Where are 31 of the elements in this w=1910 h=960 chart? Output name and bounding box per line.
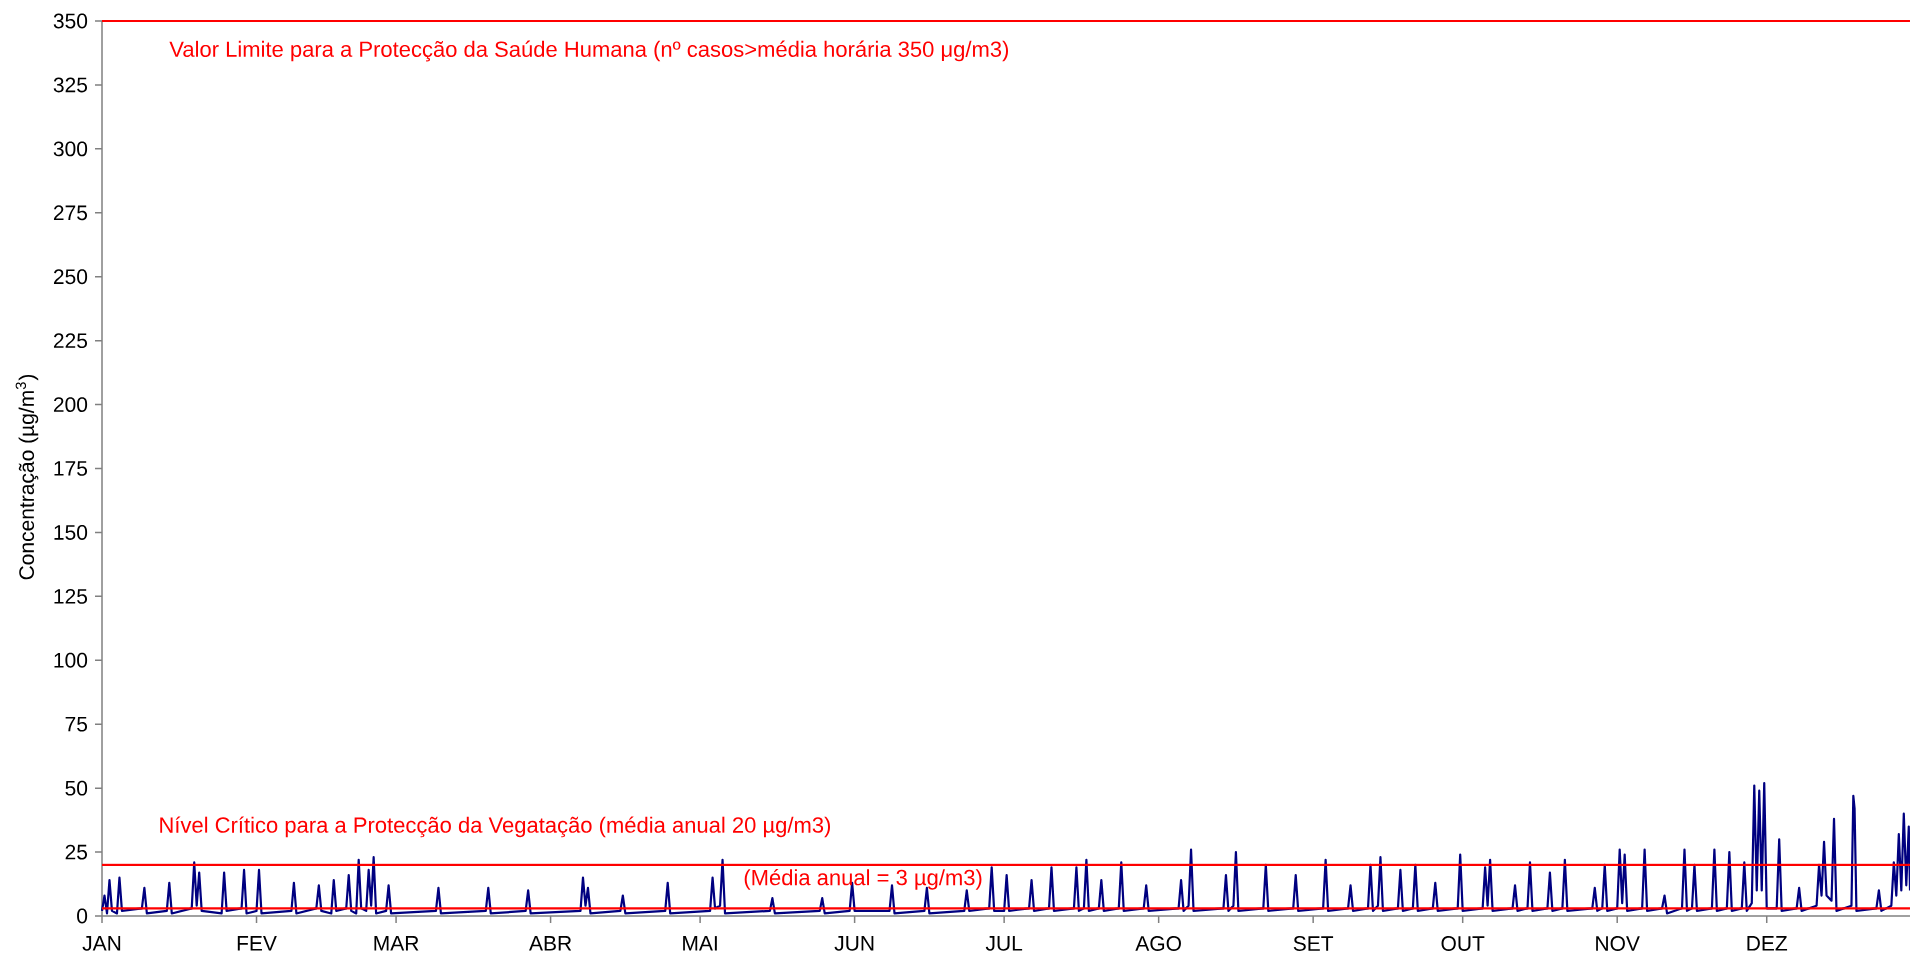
x-tick-label: OUT: [1441, 936, 1485, 951]
y-tick-label: 300: [53, 141, 88, 157]
y-tick-label: 100: [54, 652, 88, 668]
y-tick-label: 350: [53, 13, 88, 29]
y-tick-label: 250: [53, 269, 88, 285]
y-tick-label: 175: [54, 461, 88, 476]
x-tick-label: MAI: [683, 936, 717, 951]
x-tick-label: DEZ: [1747, 936, 1788, 951]
ref-line-label: (Média anual = 3 µg/m3): [744, 868, 982, 890]
y-tick-label: 200: [53, 397, 88, 413]
x-tick-label: FEV: [237, 936, 277, 951]
x-tick-label: JAN: [82, 936, 121, 951]
y-tick-label: 150: [54, 525, 88, 540]
y-tick-label: 75: [65, 716, 88, 732]
x-tick-label: NOV: [1596, 936, 1640, 951]
y-tick-label: 125: [54, 588, 88, 604]
ref-line-label: Nível Crítico para a Protecção da Vegatação (média anual 20 µg/m3): [160, 816, 831, 838]
y-tick-label: 275: [53, 205, 88, 221]
y-tick-label: 225: [53, 333, 88, 349]
y-axis-title: Concentração (µg/m$^{3}$): [15, 374, 39, 580]
x-tick-label: AGO: [1135, 936, 1181, 951]
x-tick-label: JUL: [985, 936, 1023, 951]
y-tick-label: 25: [65, 844, 88, 860]
x-tick-label: JUN: [834, 936, 874, 951]
y-tick-label: 50: [65, 780, 88, 796]
x-tick-label: ABR: [529, 936, 572, 951]
x-tick-label: SET: [1293, 936, 1334, 951]
x-tick-label: MAR: [374, 936, 419, 951]
ref-line-label: Valor Limite para a Protecção da Saúde Humana (nº casos>média horária 350 μg/m3): [169, 40, 1009, 62]
y-tick-label: 325: [53, 77, 88, 93]
y-tick-label: 0: [77, 908, 88, 924]
